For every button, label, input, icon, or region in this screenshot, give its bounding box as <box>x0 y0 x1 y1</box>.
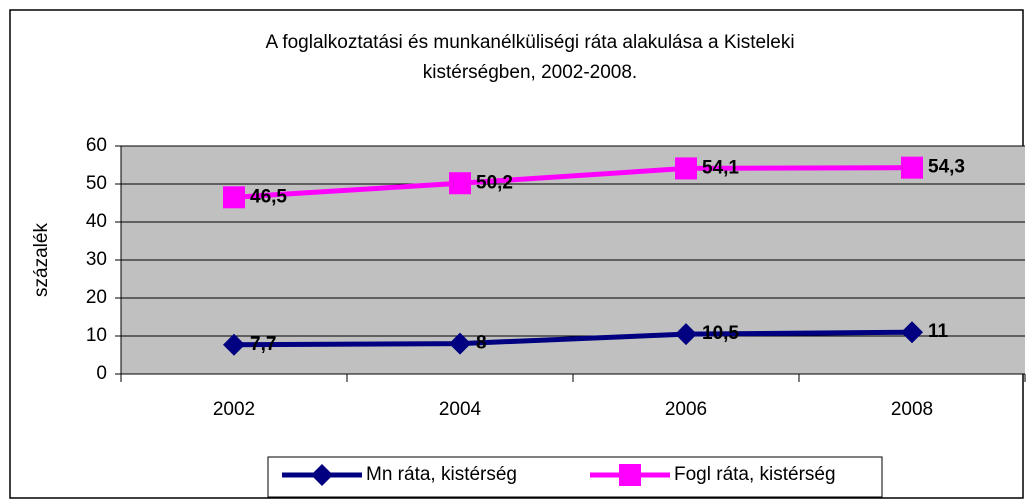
data-label: 8 <box>476 333 487 354</box>
data-point <box>675 157 697 180</box>
y-tick-label: 30 <box>86 249 107 270</box>
y-tick-label: 20 <box>86 287 107 308</box>
series-line <box>233 329 913 348</box>
data-label: 50,2 <box>476 172 513 193</box>
data-label: 54,1 <box>702 157 739 178</box>
legend <box>267 456 883 498</box>
data-point <box>223 186 245 209</box>
x-tick-label: 2006 <box>665 399 707 420</box>
y-tick-label: 60 <box>86 135 107 156</box>
chart-title: A foglalkoztatási és munkanélküliségi rá… <box>265 32 794 53</box>
legend-marker <box>311 464 333 486</box>
legend-label: Fogl ráta, kistérség <box>674 464 836 485</box>
y-tick-label: 0 <box>96 363 107 384</box>
legend-marker <box>619 464 641 486</box>
x-tick-label: 2004 <box>439 399 482 420</box>
data-label: 46,5 <box>250 186 287 207</box>
data-label: 11 <box>928 321 949 342</box>
data-point <box>223 333 245 356</box>
y-axis-label: százalék <box>31 223 52 297</box>
legend-label: Mn ráta, kistérség <box>366 464 517 485</box>
y-tick-label: 40 <box>86 211 107 232</box>
data-point <box>901 156 923 179</box>
x-tick-label: 2008 <box>891 399 933 420</box>
data-label: 54,3 <box>928 157 965 178</box>
data-point <box>675 323 697 346</box>
data-label: 10,5 <box>702 323 739 344</box>
data-point <box>449 332 471 355</box>
chart-subtitle: kistérségben, 2002-2008. <box>423 62 637 83</box>
y-tick-label: 50 <box>86 173 107 194</box>
y-tick-label: 10 <box>86 325 107 346</box>
data-label: 7,7 <box>250 334 276 355</box>
x-tick-label: 2002 <box>213 399 255 420</box>
data-point <box>901 321 923 344</box>
data-point <box>449 172 471 195</box>
series-line <box>233 165 913 200</box>
